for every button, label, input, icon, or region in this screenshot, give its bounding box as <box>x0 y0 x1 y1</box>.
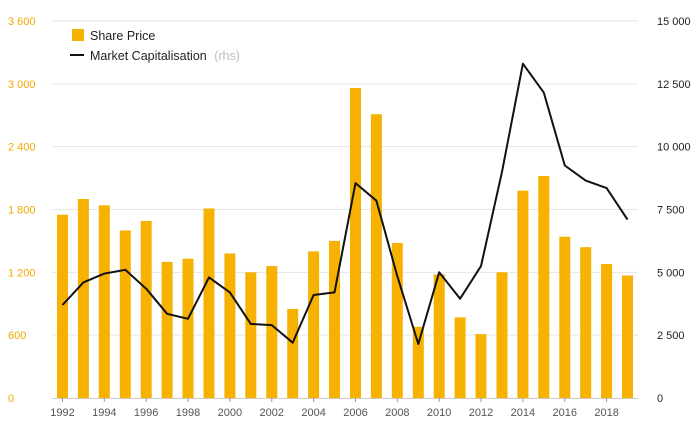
share-price-bar <box>287 309 299 398</box>
share-price-bar <box>433 274 445 398</box>
share-price-bar <box>245 272 257 398</box>
gridlines <box>52 20 638 336</box>
share-price-bars <box>57 88 633 398</box>
x-tick-label: 2018 <box>594 407 618 419</box>
legend-label-market-cap: Market Capitalisation (rhs) <box>90 49 240 63</box>
y-left-tick-label: 600 <box>8 330 26 342</box>
x-tick-label: 2002 <box>260 407 284 419</box>
legend-swatch-share-price <box>72 29 84 41</box>
x-tick-label: 2010 <box>427 407 451 419</box>
share-price-bar <box>538 176 550 398</box>
x-tick-label: 2000 <box>218 407 242 419</box>
share-price-bar <box>329 240 340 398</box>
y-left-tick-label: 3 600 <box>8 16 36 28</box>
y-right-tick-label: 2 500 <box>657 330 685 342</box>
x-tick-label: 1994 <box>92 407 116 419</box>
share-price-bar <box>412 326 424 398</box>
share-price-bar <box>182 258 194 398</box>
y-right-tick-label: 15 000 <box>657 16 691 28</box>
y-left-tick-label: 1 200 <box>8 267 36 279</box>
y-left-tick-label: 1 800 <box>8 205 36 217</box>
x-tick-label: 1998 <box>176 407 200 419</box>
x-tick-label: 2004 <box>301 407 325 419</box>
share-price-bar <box>224 253 236 398</box>
y-right-tick-label: 12 500 <box>657 79 691 91</box>
share-price-bar <box>203 208 215 398</box>
legend-label-market-cap-note: (rhs) <box>214 49 240 63</box>
share-price-bar <box>496 272 508 398</box>
x-tick-label: 2012 <box>469 407 493 419</box>
share-price-bar <box>622 275 633 398</box>
market-cap-line-group <box>61 62 629 345</box>
share-price-bar <box>98 205 110 398</box>
share-price-bar <box>580 247 592 398</box>
y-left-tick-label: 2 400 <box>8 142 36 154</box>
x-tick-label: 2016 <box>553 407 577 419</box>
market-cap-line <box>61 62 629 345</box>
share-price-bar <box>266 266 278 398</box>
y-left-tick-label: 3 000 <box>8 79 36 91</box>
share-price-bar <box>119 230 131 398</box>
share-price-bar <box>559 236 571 398</box>
share-price-bar <box>350 88 361 398</box>
y-right-tick-label: 10 000 <box>657 142 691 154</box>
legend-label-market-cap-name: Market Capitalisation <box>90 49 207 63</box>
x-tick-label: 1996 <box>134 407 158 419</box>
y-right-tick-label: 0 <box>657 393 663 405</box>
y-right-tick-label: 7 500 <box>657 205 685 217</box>
share-price-bar <box>517 190 529 398</box>
share-price-bar <box>475 334 487 398</box>
y-right-tick-label: 5 000 <box>657 267 685 279</box>
legend-label-share-price: Share Price <box>90 29 155 43</box>
x-tick-label: 2006 <box>343 407 367 419</box>
x-tick-label: 2014 <box>511 407 535 419</box>
share-price-bar <box>161 261 173 398</box>
share-price-bar <box>454 317 466 398</box>
share-price-bar <box>370 114 382 398</box>
legend: Share Price Market Capitalisation (rhs) <box>70 29 240 63</box>
x-tick-label: 1992 <box>50 407 74 419</box>
share-price-bar <box>601 264 613 398</box>
share-price-bar <box>77 199 89 398</box>
share-price-bar <box>308 251 320 398</box>
share-price-bar <box>57 214 68 398</box>
share-price-bar <box>140 221 152 398</box>
axes: 0 0 600 2 500 1 200 5 000 1 800 7 500 2 400 10 00… <box>8 16 691 419</box>
share-price-bar <box>391 243 403 398</box>
y-left-tick-label: 0 <box>8 393 14 405</box>
x-tick-label: 2008 <box>385 407 409 419</box>
